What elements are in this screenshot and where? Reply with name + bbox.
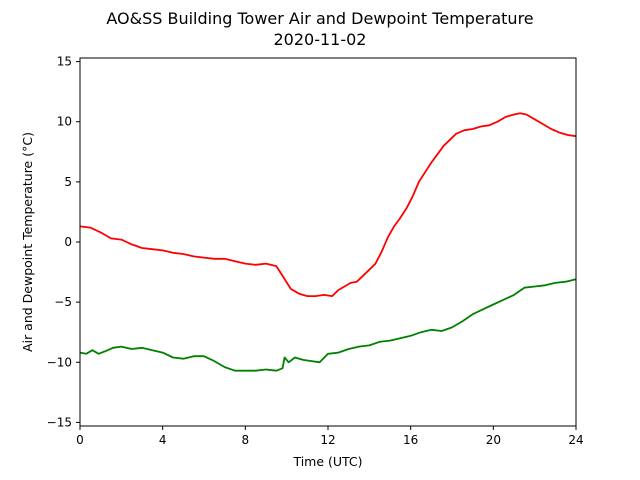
x-tick-label-0: 0 — [76, 433, 84, 447]
x-tick-label-1: 4 — [159, 433, 167, 447]
y-tick-label-4: 5 — [64, 175, 72, 189]
x-tick-label-3: 12 — [320, 433, 335, 447]
chart-title: AO&SS Building Tower Air and Dewpoint Te… — [106, 9, 533, 28]
x-tick-label-2: 8 — [242, 433, 250, 447]
y-axis-label: Air and Dewpoint Temperature (°C) — [20, 132, 35, 352]
series-line-0 — [79, 112, 577, 298]
x-tick-label-5: 20 — [486, 433, 501, 447]
y-tick-label-0: −15 — [47, 415, 72, 429]
series-layer — [79, 112, 577, 372]
series-line-1 — [79, 278, 577, 372]
y-tick-label-5: 10 — [57, 115, 72, 129]
chart-subtitle: 2020-11-02 — [274, 30, 367, 49]
x-axis-label: Time (UTC) — [292, 454, 362, 469]
y-tick-label-2: −5 — [54, 295, 72, 309]
x-tick-label-4: 16 — [403, 433, 418, 447]
y-tick-label-1: −10 — [47, 355, 72, 369]
x-tick-label-6: 24 — [568, 433, 583, 447]
plot-frame — [79, 57, 577, 427]
y-tick-label-6: 15 — [57, 55, 72, 69]
ticks-layer: 0 4 8 12 16 20 24 −15 −10 −5 0 5 10 15 — [47, 55, 584, 447]
y-tick-label-3: 0 — [64, 235, 72, 249]
